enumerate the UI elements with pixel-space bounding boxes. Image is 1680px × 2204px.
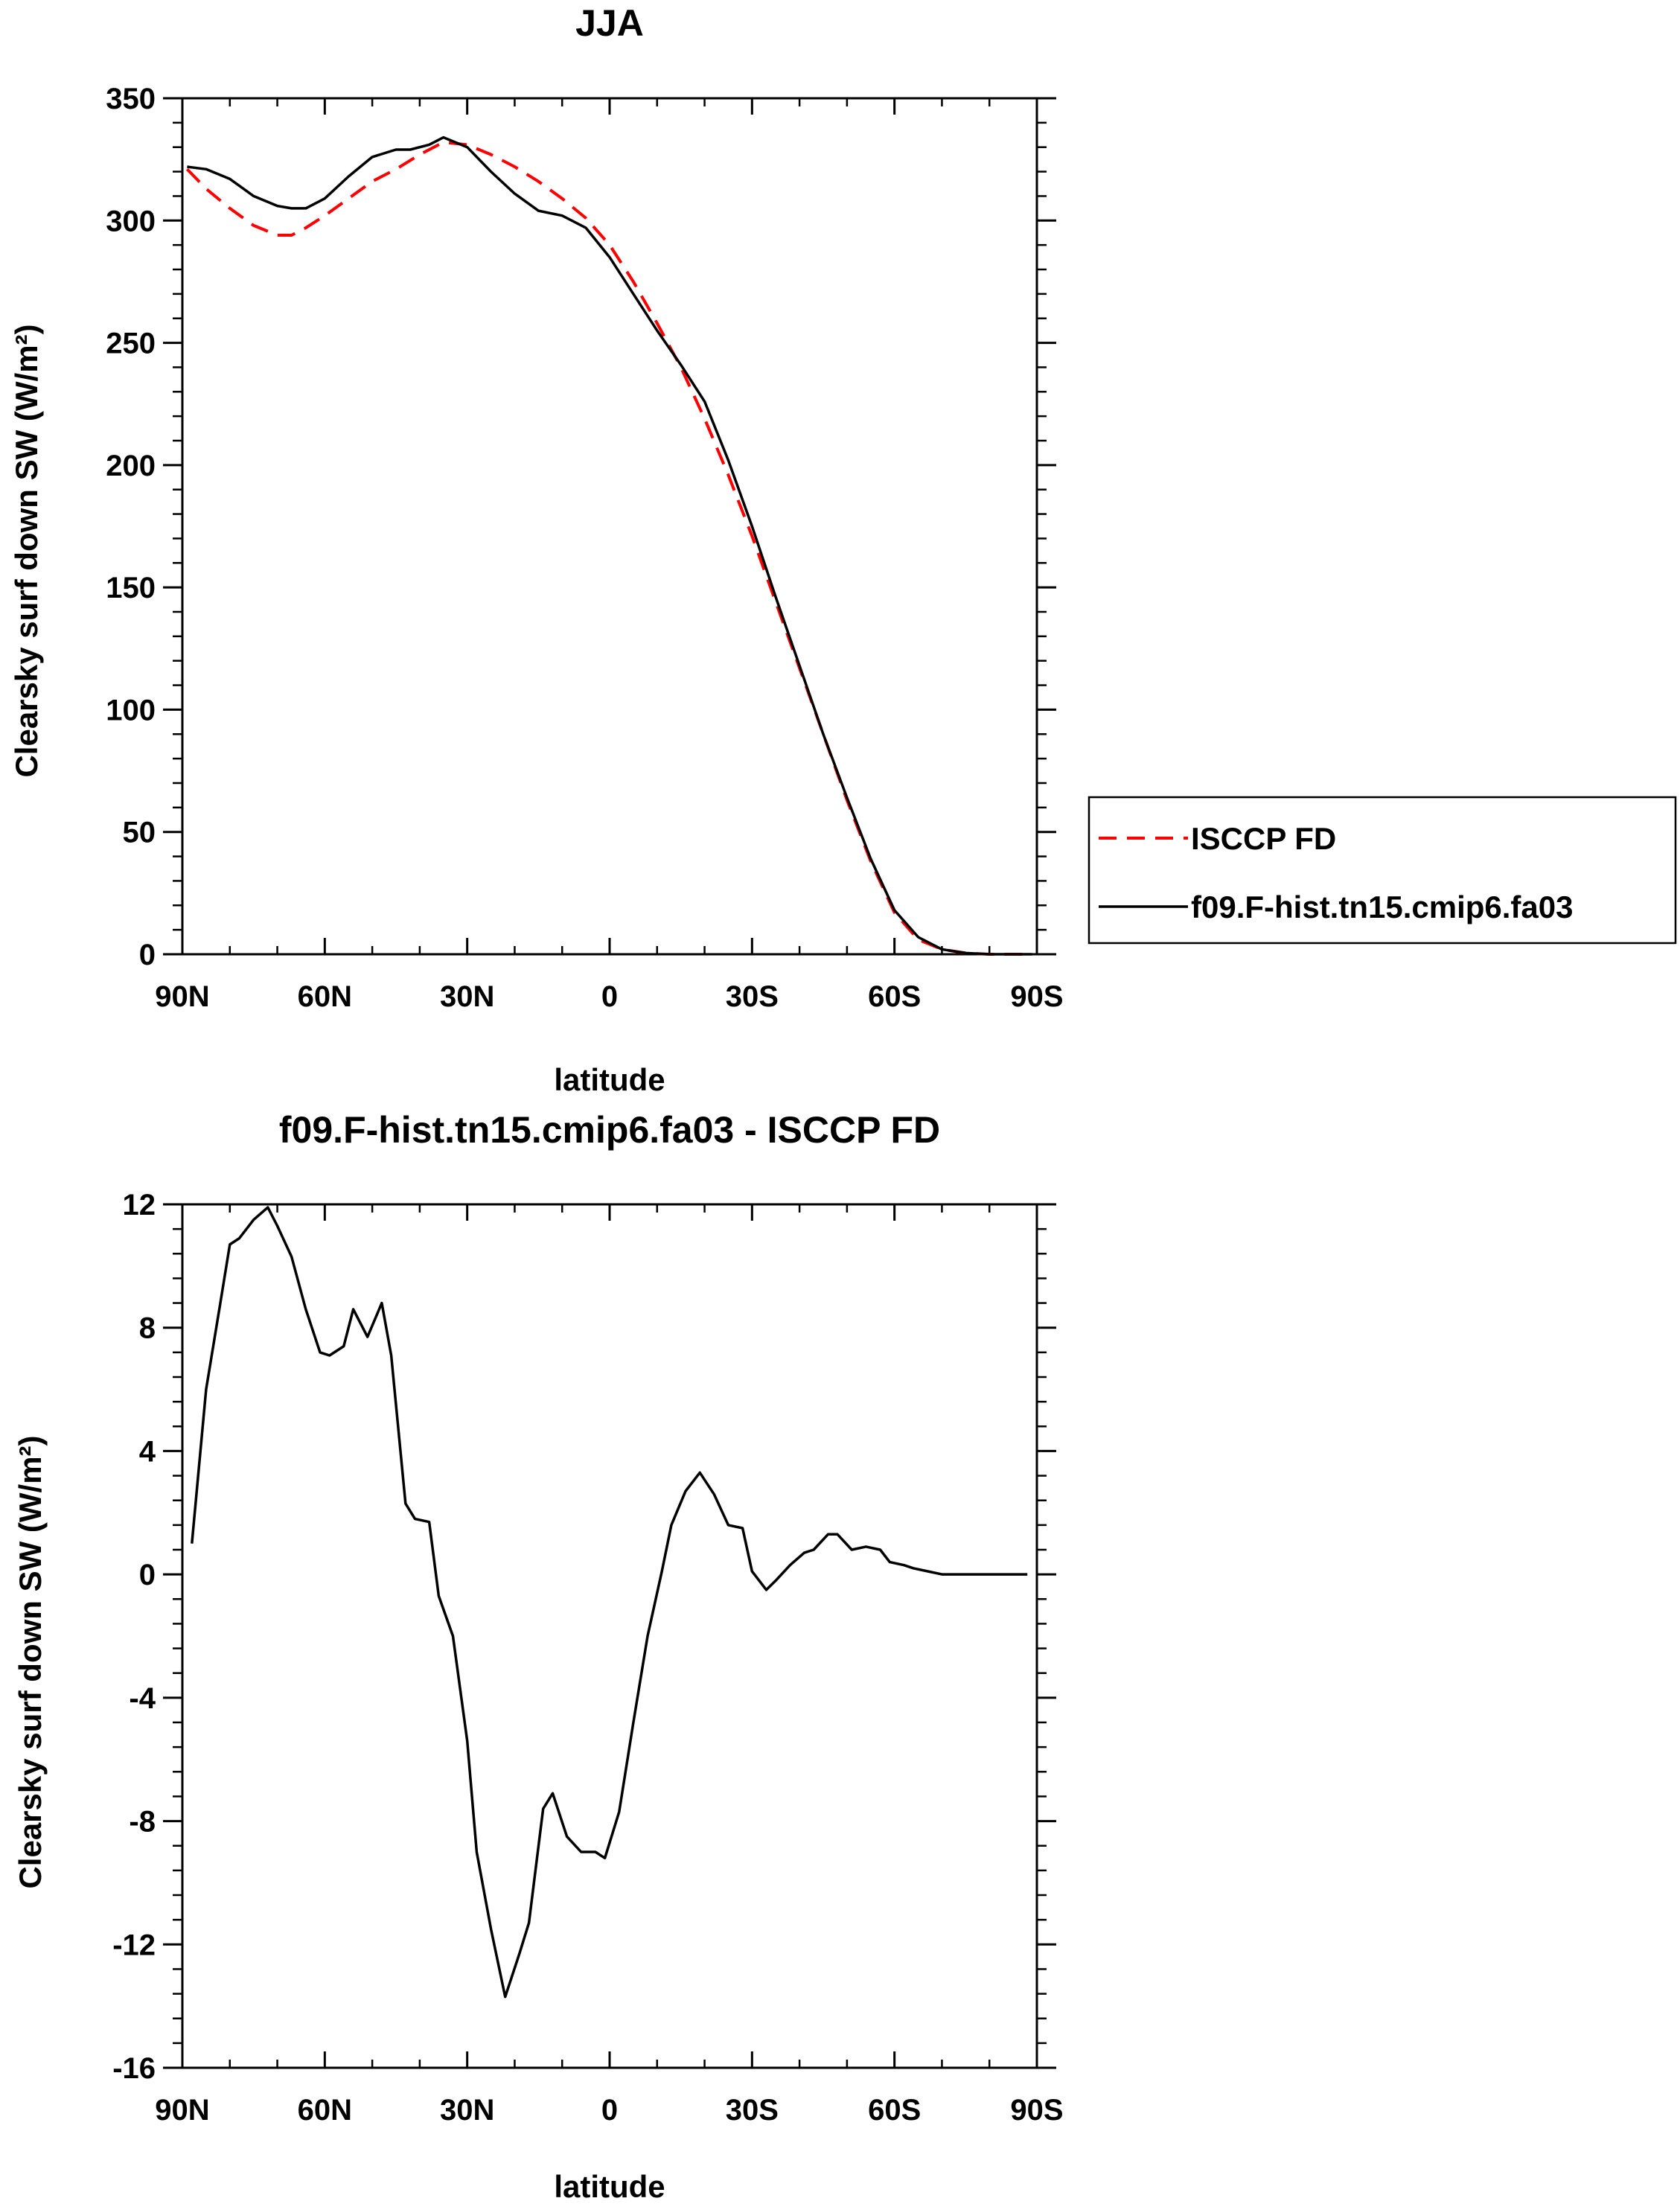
bottom-panel-xlabel: latitude <box>554 2169 665 2204</box>
top-panel-series-line-1 <box>187 135 1032 956</box>
bottom-panel-ytick-label: -16 <box>112 2052 156 2085</box>
bottom-panel-series <box>191 1206 1028 1999</box>
bottom-panel-ytick-label: 12 <box>123 1189 156 1221</box>
top-panel-ytick-label: 100 <box>106 694 156 726</box>
bottom-panel-ytick-label: -12 <box>112 1929 156 1961</box>
bottom-panel: f09.F-hist.tn15.cmip6.fa03 - ISCCP FD 90… <box>13 1109 1064 2204</box>
bottom-panel-ylabel-text: Clearsky surf down SW (W/m²) <box>13 1435 48 1888</box>
bottom-panel-axes: 90N 60N 30N 0 30S 60S 90S -16 -12 -8 -4 0 4 8 12 <box>112 1189 1063 2127</box>
bottom-panel-xtick-label: 90N <box>155 2094 209 2127</box>
bottom-panel-ytick-label: -8 <box>129 1806 156 1839</box>
bottom-panel-ytick-label: 0 <box>139 1559 156 1591</box>
top-panel-ytick-label: 300 <box>106 205 156 237</box>
legend-label-model: f09.F-hist.tn15.cmip6.fa03 <box>1191 889 1574 924</box>
bottom-panel-ylabel: Clearsky surf down SW (W/m²) <box>13 1435 48 1888</box>
top-panel-ytick-label: 150 <box>106 572 156 604</box>
bottom-panel-ytick-label: 4 <box>139 1435 156 1468</box>
top-panel-xtick-label: 60S <box>868 980 921 1013</box>
top-panel-ytick-label: 50 <box>123 817 156 849</box>
bottom-panel-xtick-label: 60N <box>298 2094 352 2127</box>
top-panel-xtick-label: 60N <box>298 980 352 1013</box>
legend: ISCCP FD f09.F-hist.tn15.cmip6.fa03 <box>1087 796 1677 945</box>
bottom-panel-series-line-0 <box>191 1206 1028 1999</box>
bottom-panel-xtick-label: 90S <box>1010 2094 1063 2127</box>
top-panel-title: JJA <box>575 2 644 44</box>
top-panel-ytick-label: 200 <box>106 450 156 482</box>
bottom-panel-title: f09.F-hist.tn15.cmip6.fa03 - ISCCP FD <box>279 1109 940 1151</box>
legend-box <box>1087 796 1677 945</box>
top-panel-axes: 90N 60N 30N 0 30S 60S 90S 0 50 100 150 200 250 300 350 <box>106 83 1063 1013</box>
top-panel-xlabel: latitude <box>554 1062 665 1097</box>
top-panel-xtick-label: 90N <box>155 980 209 1013</box>
top-panel-series <box>185 135 1032 956</box>
top-panel-xtick-label: 30N <box>440 980 494 1013</box>
top-panel-ytick-label: 350 <box>106 83 156 115</box>
bottom-panel-xtick-label: 30S <box>726 2094 779 2127</box>
legend-label-isccp: ISCCP FD <box>1191 821 1336 856</box>
bottom-panel-xtick-label: 0 <box>601 2094 618 2127</box>
top-panel: JJA 90N 60N 30N 0 30S 60S 90S 0 50 100 150 200 250 30… <box>9 2 1677 1097</box>
top-panel-ylabel-text: Clearsky surf down SW (W/m²) <box>9 324 44 777</box>
top-panel-ytick-label: 0 <box>139 939 156 971</box>
top-panel-ytick-label: 250 <box>106 328 156 360</box>
bottom-panel-xtick-label: 60S <box>868 2094 921 2127</box>
top-panel-xtick-label: 30S <box>726 980 779 1013</box>
bottom-panel-xtick-label: 30N <box>440 2094 494 2127</box>
top-panel-ylabel: Clearsky surf down SW (W/m²) <box>9 324 44 777</box>
top-panel-xtick-label: 0 <box>601 980 618 1013</box>
bottom-panel-ytick-label: -4 <box>129 1682 156 1715</box>
top-panel-xtick-label: 90S <box>1010 980 1063 1013</box>
bottom-panel-ytick-label: 8 <box>139 1312 156 1345</box>
